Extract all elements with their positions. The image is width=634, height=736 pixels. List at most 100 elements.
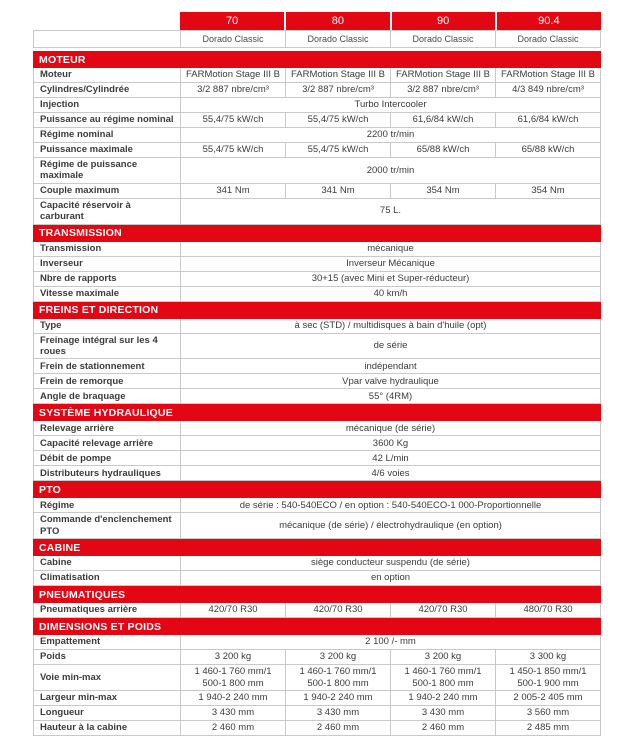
value-cell: 55,4/75 kW/ch — [181, 113, 286, 127]
row-label: Moteur — [34, 68, 181, 82]
row-label: Climatisation — [34, 571, 181, 586]
row-label: Régime — [34, 498, 181, 513]
value-cell: FARMotion Stage III B — [286, 68, 391, 82]
span-value-cell: 4/6 voies — [181, 466, 601, 481]
spec-row: Frein de remorque Vpar valve hydraulique — [33, 374, 601, 390]
span-value-cell: mécanique (de série) — [181, 421, 601, 436]
value-cell: 341 Nm — [286, 183, 391, 198]
value-cell: 420/70 R30 — [181, 603, 286, 618]
span-value-cell: 2000 tr/min — [181, 158, 601, 183]
spec-row: Freinage intégral sur les 4 roues de séri… — [33, 333, 601, 360]
section-header: FREINS ET DIRECTION — [33, 301, 601, 319]
row-label: Débit de pompe — [34, 451, 181, 466]
spec-row: Relevage arrière mécanique (de série) — [33, 421, 601, 437]
row-label: Relevage arrière — [34, 421, 181, 436]
spec-row: Type à sec (STD) / multidisques à bain d'… — [33, 318, 601, 334]
span-value-cell: de série — [181, 333, 601, 359]
section-header: SYSTÈME HYDRAULIQUE — [33, 404, 601, 422]
value-cell: 55,4/75 kW/ch — [181, 143, 286, 157]
spec-row: Couple maximum 341 Nm 341 Nm 354 Nm 354 Nm — [33, 183, 601, 199]
row-label: Capacité relevage arrière — [34, 436, 181, 451]
section-header: CABINE — [33, 539, 601, 557]
spec-row: Moteur FARMotion Stage III B FARMotion Sta… — [33, 68, 601, 83]
row-label: Régime de puissance maximale — [34, 158, 181, 183]
value-cell: 1 940-2 240 mm — [181, 690, 286, 705]
row-label: Régime nominal — [34, 128, 181, 142]
spec-row: Injection Turbo Intercooler — [33, 98, 601, 113]
spec-row: Transmission mécanique — [33, 241, 601, 257]
value-cell: 65/88 kW/ch — [391, 143, 496, 157]
section-header: MOTEUR — [33, 51, 601, 68]
model-header-cell: 90 — [390, 12, 496, 30]
value-cell: FARMotion Stage III B — [181, 68, 286, 82]
spec-row: Voie min-max 1 460-1 760 mm/1 500-1 800 m… — [33, 665, 601, 691]
value-cell: 2 005-2 405 mm — [496, 690, 601, 705]
row-label: Freinage intégral sur les 4 roues — [34, 333, 181, 359]
spec-row: Nbre de rapports 30+15 (avec Mini et Supe… — [33, 271, 601, 287]
row-label: Distributeurs hydrauliques — [34, 466, 181, 481]
row-label: Cabine — [34, 556, 181, 571]
spec-row: Vitesse maximale 40 km/h — [33, 286, 601, 302]
row-label: Nbre de rapports — [34, 271, 181, 286]
span-value-cell: siège conducteur suspendu (de série) — [181, 556, 601, 571]
spec-row: Angle de braquage 55° (4RM) — [33, 389, 601, 405]
span-value-cell: 55° (4RM) — [181, 389, 601, 404]
value-cell: 1 460-1 760 mm/1 500-1 800 mm — [286, 665, 391, 690]
row-label: Longueur — [34, 705, 181, 720]
span-value-cell: mécanique — [181, 241, 601, 256]
value-cell: 65/88 kW/ch — [496, 143, 601, 157]
spec-table: 70 80 90 90.4 Dorado Classic Dorado Classic D… — [33, 12, 601, 736]
series-cell: Dorado Classic — [181, 31, 286, 47]
row-label: Couple maximum — [34, 183, 181, 198]
value-cell: 3 430 mm — [181, 705, 286, 720]
model-header-cell: 80 — [285, 12, 391, 30]
row-label: Inverseur — [34, 256, 181, 271]
series-cell: Dorado Classic — [286, 31, 391, 47]
row-label: Hauteur à la cabine — [34, 720, 181, 735]
row-label: Vitesse maximale — [34, 286, 181, 301]
spec-row: Régime de puissance maximale 2000 tr/min — [33, 158, 601, 184]
value-cell: 3 430 mm — [391, 705, 496, 720]
value-cell: 1 460-1 760 mm/1 500-1 800 mm — [181, 665, 286, 690]
value-cell: 420/70 R30 — [391, 603, 496, 618]
value-cell: 2 460 mm — [181, 720, 286, 735]
spec-row: Capacité réservoir à carburant 75 L. — [33, 198, 601, 225]
span-value-cell: mécanique (de série) / électrohydrauliqu… — [181, 513, 601, 539]
spec-row: Débit de pompe 42 L/min — [33, 451, 601, 467]
value-cell: 2 460 mm — [391, 720, 496, 735]
row-label: Largeur min-max — [34, 690, 181, 705]
section-header: PNEUMATIQUES — [33, 586, 601, 604]
row-label: Puissance au régime nominal — [34, 113, 181, 127]
row-label: Frein de stationnement — [34, 359, 181, 374]
value-cell: 3/2 887 nbre/cm³ — [391, 83, 496, 97]
span-value-cell: 75 L. — [181, 198, 601, 224]
row-label: Capacité réservoir à carburant — [34, 198, 181, 224]
series-label-spacer — [34, 31, 181, 47]
span-value-cell: 3600 Kg — [181, 436, 601, 451]
row-label: Empattement — [34, 635, 181, 650]
value-cell: 420/70 R30 — [286, 603, 391, 618]
spec-row: Empattement 2 100 /- mm — [33, 635, 601, 651]
value-cell: 3 200 kg — [391, 650, 496, 665]
span-value-cell: 42 L/min — [181, 451, 601, 466]
value-cell: 1 450-1 850 mm/1 500-1 900 mm — [496, 665, 601, 690]
value-cell: 55,4/75 kW/ch — [286, 143, 391, 157]
value-cell: 3/2 887 nbre/cm³ — [286, 83, 391, 97]
spec-row: Cylindres/Cylindrée 3/2 887 nbre/cm³ 3/2 8… — [33, 83, 601, 98]
span-value-cell: 30+15 (avec Mini et Super-réducteur) — [181, 271, 601, 286]
span-value-cell: de série : 540-540ECO / en option : 540-… — [181, 498, 601, 513]
spec-row: Commande d'enclenchement PTO mécanique (d… — [33, 513, 601, 540]
row-label: Transmission — [34, 241, 181, 256]
value-cell: 3 300 kg — [496, 650, 601, 665]
value-cell: 1 460-1 760 mm/1 500-1 800 mm — [391, 665, 496, 690]
series-cell: Dorado Classic — [496, 31, 601, 47]
value-cell: 55,4/75 kW/ch — [286, 113, 391, 127]
spec-row: Régime de série : 540-540ECO / en option … — [33, 498, 601, 514]
sections-container: MOTEUR Moteur FARMotion Stage III B FARMoti… — [33, 51, 601, 736]
span-value-cell: indépendant — [181, 359, 601, 374]
spec-row: Cabine siège conducteur suspendu (de séri… — [33, 556, 601, 572]
value-cell: 3/2 887 nbre/cm³ — [181, 83, 286, 97]
row-label: Cylindres/Cylindrée — [34, 83, 181, 97]
value-cell: 61,6/84 kW/ch — [391, 113, 496, 127]
row-label: Injection — [34, 98, 181, 112]
